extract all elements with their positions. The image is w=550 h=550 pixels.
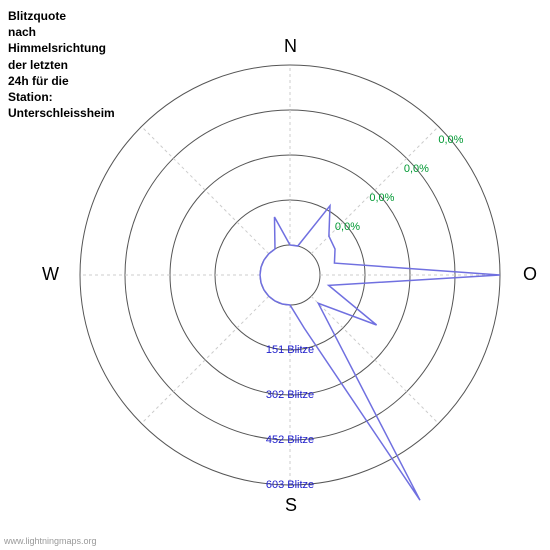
ring-label: 0,0% — [404, 163, 429, 175]
ring-label: 452 Blitze — [266, 434, 314, 446]
compass-e: O — [523, 264, 537, 285]
ring-label: 0,0% — [335, 221, 360, 233]
ring-label: 0,0% — [438, 134, 463, 146]
ring-label: 603 Blitze — [266, 479, 314, 491]
compass-s: S — [285, 495, 297, 516]
footer-credit: www.lightningmaps.org — [4, 536, 97, 546]
compass-n: N — [284, 36, 297, 57]
ring-label: 0,0% — [369, 192, 394, 204]
ring-label: 302 Blitze — [266, 389, 314, 401]
compass-w: W — [42, 264, 59, 285]
chart-title: Blitzquote nach Himmelsrichtung der letz… — [8, 8, 115, 121]
ring-label: 151 Blitze — [266, 344, 314, 356]
